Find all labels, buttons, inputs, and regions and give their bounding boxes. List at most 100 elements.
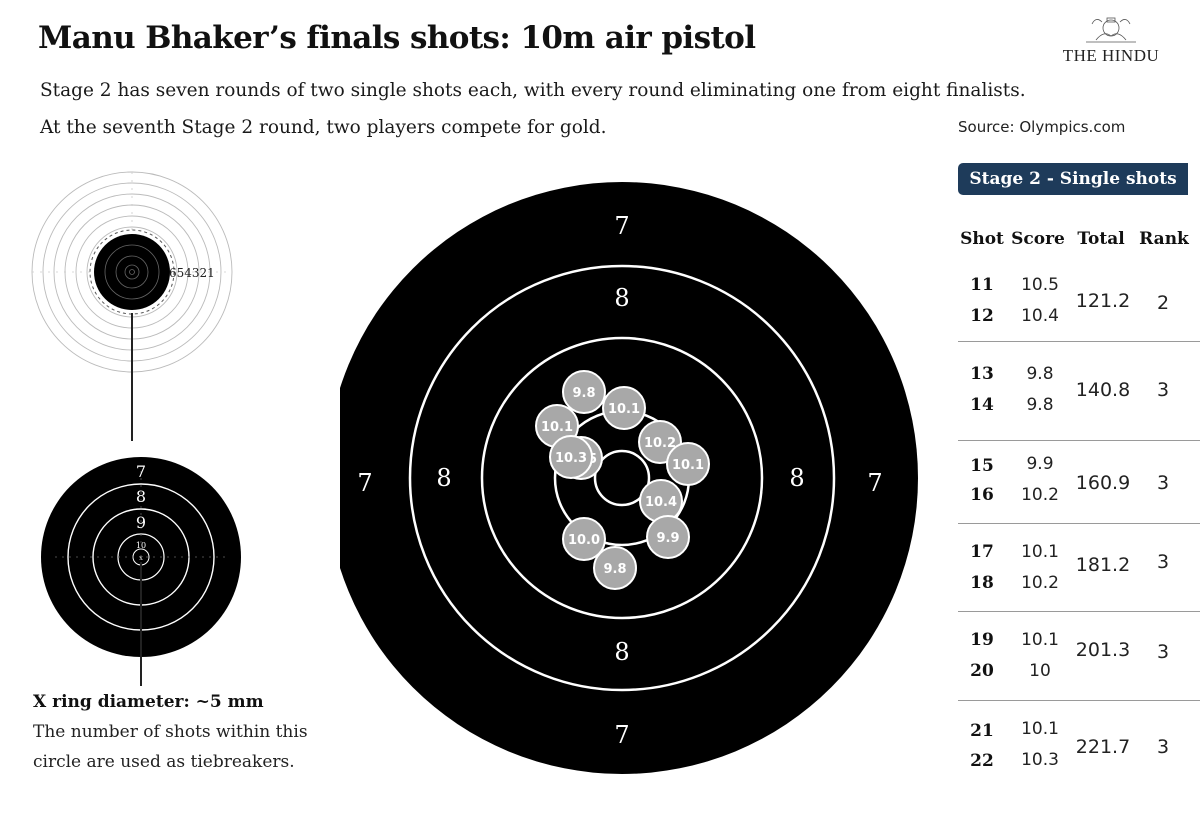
- row-divider: [958, 700, 1200, 701]
- shot-score: 9.8: [1026, 395, 1054, 415]
- connector-line: [131, 313, 133, 441]
- ring-9-circle: [480, 336, 764, 620]
- shot-score: 10.3: [1021, 750, 1059, 770]
- ring-label-bottom-8: 8: [614, 638, 629, 666]
- table-row: 11 10.5 12 10.4 121.2 2: [958, 273, 1200, 373]
- rank-value: 2: [1156, 292, 1170, 314]
- shot-number: 19: [970, 630, 994, 650]
- shot-score-label: 10.0: [568, 533, 600, 548]
- header-score: Score: [1011, 229, 1065, 249]
- shot-score-label: 10.1: [541, 420, 573, 435]
- shot-score: 10: [1029, 661, 1051, 681]
- header-total: Total: [1077, 229, 1125, 249]
- shot-marker: 9.8: [562, 370, 606, 414]
- row-divider: [958, 341, 1200, 342]
- shot-score: 10.1: [1021, 542, 1059, 562]
- running-total: 221.7: [1075, 736, 1131, 758]
- shot-score-label: 10.3: [555, 451, 587, 466]
- shot-number: 15: [970, 456, 994, 476]
- rank-value: 3: [1156, 551, 1170, 573]
- ring-label-top-7: 7: [614, 212, 629, 240]
- running-total: 181.2: [1075, 554, 1131, 576]
- shot-score: 10.2: [1021, 573, 1059, 593]
- logo-text: THE HINDU: [1062, 46, 1160, 65]
- shot-number: 12: [970, 306, 994, 326]
- shot-number: 18: [970, 573, 994, 593]
- running-total: 121.2: [1075, 290, 1131, 312]
- subtitle-line-1: Stage 2 has seven rounds of two single s…: [40, 80, 1026, 101]
- ring-label-bottom-7: 7: [614, 721, 629, 749]
- zoom-ring-label-10: 10: [136, 541, 146, 550]
- table-row: 13 9.8 14 9.8 140.8 3: [958, 362, 1200, 462]
- shot-number: 13: [970, 364, 994, 384]
- stage-badge: Stage 2 - Single shots: [958, 163, 1188, 195]
- shot-score: 10.5: [1021, 275, 1059, 295]
- big-target-black-disc: [340, 182, 918, 774]
- row-divider: [958, 523, 1200, 524]
- emblem-icon: [1086, 17, 1136, 43]
- source-note: Source: Olympics.com: [958, 118, 1126, 136]
- shot-score: 10.2: [1021, 485, 1059, 505]
- x-ring-circle: [593, 449, 651, 507]
- page-title: Manu Bhaker’s finals shots: 10m air pist…: [38, 20, 756, 56]
- shot-placement-target: 7 8 8 7 7 8 8 7 9.810.110.110.210.510.31…: [340, 182, 918, 774]
- shot-marker: 10.0: [562, 517, 606, 561]
- rank-value: 3: [1156, 472, 1170, 494]
- x-ring-desc-line-1: The number of shots within this: [33, 722, 308, 742]
- zoom-ring-label-9: 9: [136, 513, 146, 532]
- shot-score: 10.1: [1021, 719, 1059, 739]
- ring-label-left-7: 7: [357, 469, 372, 497]
- shot-number: 11: [970, 275, 994, 295]
- rank-value: 3: [1156, 736, 1170, 758]
- ring-label-top-8: 8: [614, 284, 629, 312]
- running-total: 140.8: [1075, 379, 1131, 401]
- shot-number: 17: [970, 542, 994, 562]
- zoom-ring-label-7: 7: [136, 462, 146, 481]
- shot-score: 9.9: [1026, 454, 1054, 474]
- ring-number-scale: 654321: [169, 266, 215, 280]
- shot-number: 14: [970, 395, 994, 415]
- table-row: 17 10.1 18 10.2 181.2 3: [958, 542, 1200, 642]
- shot-marker: 10.3: [549, 435, 593, 479]
- shot-score-label: 10.4: [645, 495, 677, 510]
- shot-marker: 9.9: [646, 515, 690, 559]
- header-shot: Shot: [960, 229, 1004, 249]
- shot-score: 10.1: [1021, 630, 1059, 650]
- zoom-ring-label-8: 8: [136, 487, 146, 506]
- rank-value: 3: [1156, 641, 1170, 663]
- running-total: 160.9: [1075, 472, 1131, 494]
- shot-score-label: 10.1: [608, 402, 640, 417]
- shot-number: 22: [970, 751, 994, 771]
- shot-score-label: 10.1: [672, 458, 704, 473]
- ring-label-left-8: 8: [436, 464, 451, 492]
- shot-score: 10.4: [1021, 306, 1059, 326]
- shot-marker: 10.1: [666, 442, 710, 486]
- shot-number: 16: [970, 485, 994, 505]
- shot-marker: 10.1: [602, 386, 646, 430]
- rank-value: 3: [1156, 379, 1170, 401]
- table-row: 15 9.9 16 10.2 160.9 3: [958, 454, 1200, 554]
- ring-label-right-8: 8: [789, 464, 804, 492]
- table-row: 21 10.1 22 10.3 221.7 3: [958, 719, 1200, 819]
- shot-score: 9.8: [1026, 364, 1054, 384]
- subtitle-line-2: At the seventh Stage 2 round, two player…: [40, 117, 607, 138]
- shot-score-label: 9.9: [656, 531, 679, 546]
- ring-8-circle: [408, 264, 836, 692]
- shot-score-label: 10.2: [644, 436, 676, 451]
- shot-number: 21: [970, 721, 994, 741]
- x-ring-label: X: [139, 556, 143, 562]
- shot-number: 20: [970, 661, 994, 681]
- row-divider: [958, 611, 1200, 612]
- shot-marker: 10.4: [639, 479, 683, 523]
- x-ring-desc-line-2: circle are used as tiebreakers.: [33, 752, 295, 772]
- x-ring-title: X ring diameter: ~5 mm: [33, 692, 264, 712]
- ring-label-right-7: 7: [867, 469, 882, 497]
- shot-marker: 9.8: [593, 546, 637, 590]
- x-ring-pointer-line: [140, 562, 142, 686]
- shot-markers: 9.810.110.110.210.510.310.110.49.910.09.…: [535, 370, 710, 590]
- running-total: 201.3: [1075, 639, 1131, 661]
- header-rank: Rank: [1139, 229, 1189, 249]
- row-divider: [958, 440, 1200, 441]
- the-hindu-logo: THE HINDU: [1056, 10, 1166, 70]
- shot-score-label: 9.8: [603, 562, 626, 577]
